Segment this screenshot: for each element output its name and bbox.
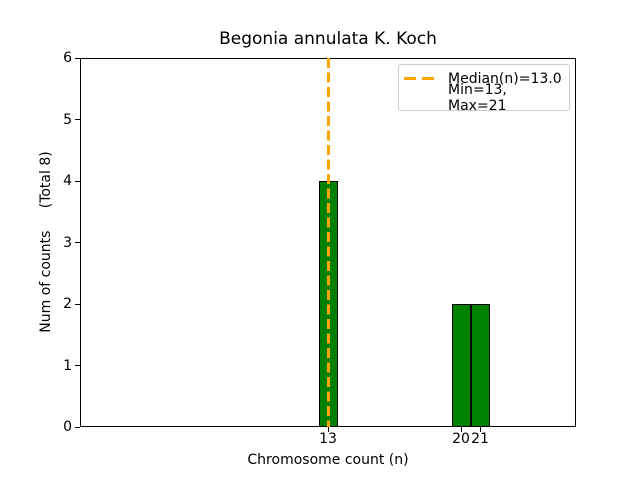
y-tick-mark: [75, 303, 80, 305]
median-line: [326, 58, 330, 427]
x-axis-label: Chromosome count (n): [247, 452, 409, 468]
x-tick-label: 21: [471, 431, 489, 447]
y-tick-label: 1: [63, 357, 72, 374]
y-tick-mark: [75, 426, 80, 428]
x-tick-mark: [479, 427, 481, 432]
y-tick-mark: [75, 365, 80, 366]
x-tick-label: 13: [319, 431, 337, 447]
chart-title: Begonia annulata K. Koch: [219, 29, 437, 49]
y-tick-label: 3: [63, 234, 72, 251]
x-tick-mark: [460, 427, 462, 432]
legend-entry-minmax: Min=13, Max=21: [404, 82, 563, 114]
legend: Median(n)=13.0 Min=13, Max=21: [398, 64, 570, 114]
y-tick-mark: [75, 119, 80, 120]
legend-minmax-label: Min=13, Max=21: [448, 81, 507, 114]
bar: [451, 304, 471, 427]
y-tick-mark: [75, 57, 80, 59]
y-tick-label: 6: [63, 50, 72, 66]
x-tick-label: 20: [452, 431, 470, 447]
y-tick-label: 4: [63, 173, 72, 189]
y-tick-mark: [75, 242, 80, 243]
median-dashed-line-icon: [404, 77, 434, 80]
y-tick-mark: [75, 180, 80, 182]
legend-entry-median: Median(n)=13.0: [404, 69, 563, 88]
y-tick-label: 2: [63, 296, 72, 312]
y-axis-label: Num of counts (Total 8): [38, 151, 54, 333]
y-tick-label: 5: [63, 111, 72, 128]
bar: [470, 304, 490, 427]
legend-median-label: Median(n)=13.0: [448, 70, 562, 87]
x-tick-mark: [327, 427, 329, 432]
y-tick-label: 0: [63, 419, 72, 435]
